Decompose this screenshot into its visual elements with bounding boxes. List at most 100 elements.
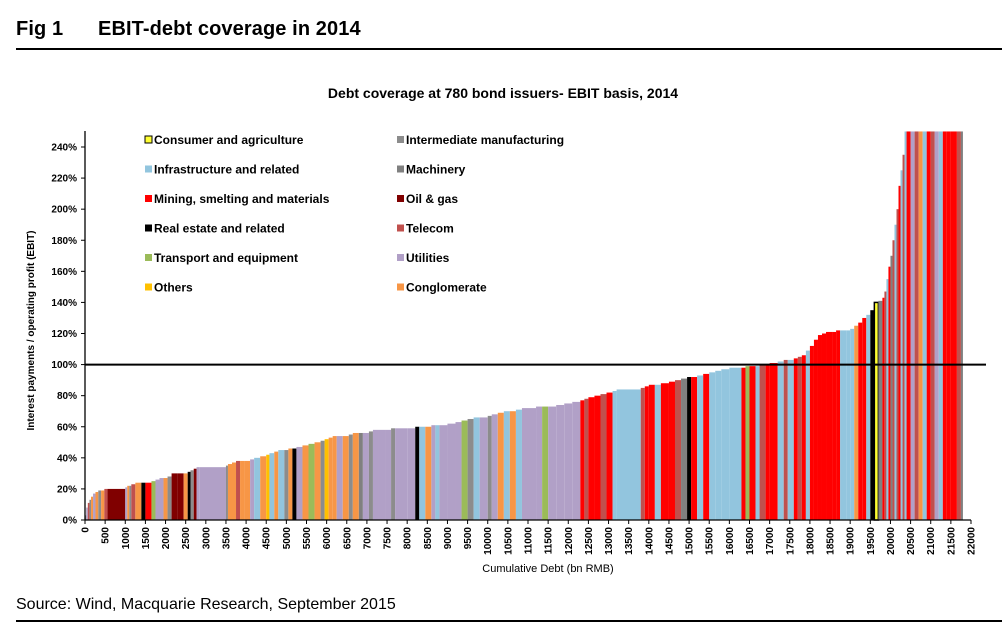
bar-segment xyxy=(588,397,595,520)
x-tick-label: 22000 xyxy=(967,527,978,555)
bar-segment xyxy=(564,403,573,520)
bar-segment xyxy=(946,131,951,520)
bar-segment xyxy=(479,417,488,520)
bar-segment xyxy=(151,481,156,520)
bar-segment xyxy=(832,331,837,520)
bar-segment xyxy=(755,366,760,520)
legend-label: Telecom xyxy=(406,222,454,236)
bar-segment xyxy=(769,363,778,520)
bar-segment xyxy=(236,460,241,520)
bar-segment xyxy=(86,507,88,520)
bar-segment xyxy=(145,482,152,520)
legend-swatch xyxy=(145,195,152,202)
bar-segment xyxy=(950,131,957,520)
bar-segment xyxy=(521,408,528,520)
legend-item: Conglomerate xyxy=(397,281,487,295)
y-tick-label: 160% xyxy=(51,267,77,278)
bar-segment xyxy=(906,131,911,520)
bar-segment xyxy=(898,185,901,520)
x-tick-label: 19000 xyxy=(846,527,857,555)
x-tick-label: 2000 xyxy=(161,527,172,550)
bar-segment xyxy=(515,409,522,520)
bar-segment xyxy=(487,415,492,520)
bar-segment xyxy=(93,493,96,520)
bar-segment xyxy=(797,356,802,520)
bar-segment xyxy=(930,131,935,520)
y-tick-label: 60% xyxy=(57,422,77,433)
bar-segment xyxy=(572,401,581,520)
bar-segment xyxy=(447,423,456,520)
bar-segment xyxy=(675,380,682,521)
bar-segment xyxy=(455,422,462,520)
legend-item: Transport and equipment xyxy=(145,251,298,265)
bar-segment xyxy=(314,442,321,520)
bar-segment xyxy=(600,394,607,520)
bar-segment xyxy=(548,406,557,520)
bar-segment xyxy=(196,467,200,520)
x-tick-label: 9500 xyxy=(463,527,474,550)
bar-segment xyxy=(171,473,178,521)
bar-segment xyxy=(227,464,232,520)
bar-segment xyxy=(431,425,436,520)
bar-segment xyxy=(660,383,669,520)
bar-segment xyxy=(594,395,601,520)
bar-segment xyxy=(938,131,943,520)
bar-segment xyxy=(342,436,349,520)
bar-segment xyxy=(125,487,128,520)
bar-segment xyxy=(882,297,885,520)
x-tick-label: 13000 xyxy=(604,527,615,555)
chart-title: Debt coverage at 780 bond issuers- EBIT … xyxy=(327,85,679,101)
bars-layer xyxy=(85,131,963,521)
x-tick-label: 9000 xyxy=(443,527,454,550)
bar-segment xyxy=(922,131,927,520)
legend-label: Conglomerate xyxy=(406,281,487,295)
legend-swatch xyxy=(397,224,404,232)
bar-segment xyxy=(793,358,798,520)
legend-item: Infrastructure and related xyxy=(145,163,299,177)
bar-segment xyxy=(131,484,136,520)
bar-segment xyxy=(840,330,847,520)
legend-label: Transport and equipment xyxy=(154,251,298,265)
bar-segment xyxy=(250,459,255,520)
bar-segment xyxy=(395,428,408,520)
legend-label: Consumer and agriculture xyxy=(154,133,304,147)
bar-segment xyxy=(129,485,132,520)
bar-segment xyxy=(805,350,810,520)
legend-item: Consumer and agriculture xyxy=(144,133,304,147)
bar-segment xyxy=(536,406,543,520)
bar-segment xyxy=(729,367,742,520)
bottom-rule xyxy=(16,620,1002,622)
x-tick-label: 10500 xyxy=(503,527,514,555)
bar-segment xyxy=(461,420,468,520)
bar-segment xyxy=(741,367,746,520)
legend-label: Others xyxy=(154,281,193,295)
bar-segment xyxy=(846,330,851,520)
bar-segment xyxy=(332,436,337,520)
y-tick-label: 240% xyxy=(51,143,77,154)
bar-segment xyxy=(697,375,704,520)
legend-swatch xyxy=(145,254,152,261)
bar-segment xyxy=(163,478,168,520)
bar-segment xyxy=(141,482,146,520)
x-tick-label: 21000 xyxy=(926,527,937,555)
bar-segment xyxy=(308,443,315,520)
x-tick-label: 17500 xyxy=(785,527,796,555)
legend-swatch xyxy=(397,195,404,202)
bar-segment xyxy=(878,300,883,520)
y-tick-label: 120% xyxy=(51,329,77,340)
bar-segment xyxy=(749,366,756,520)
bar-segment xyxy=(159,478,164,520)
x-tick-label: 500 xyxy=(101,527,112,544)
y-tick-label: 40% xyxy=(57,453,77,464)
x-tick-label: 20000 xyxy=(886,527,897,555)
bar-segment xyxy=(528,408,537,520)
legend-item: Mining, smelting and materials xyxy=(145,192,330,206)
bar-segment xyxy=(385,429,392,520)
bar-segment xyxy=(668,381,675,520)
bar-segment xyxy=(900,170,903,520)
legend-item: Others xyxy=(145,281,193,295)
legend-swatch xyxy=(145,165,152,173)
x-tick-label: 6500 xyxy=(342,527,353,550)
bar-segment xyxy=(890,255,893,521)
x-tick-label: 19500 xyxy=(866,527,877,555)
